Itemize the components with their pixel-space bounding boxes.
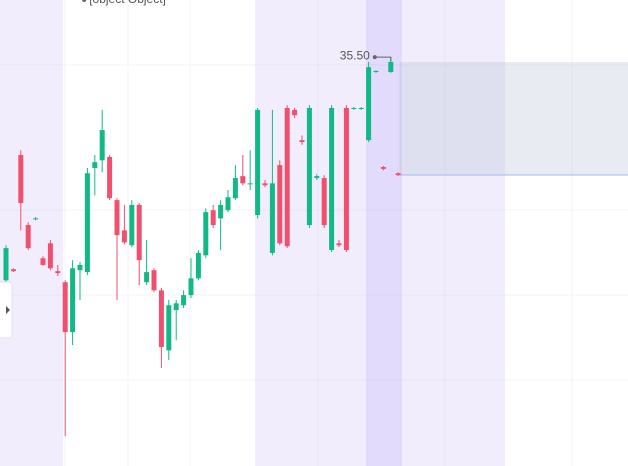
candle-body: [114, 200, 120, 236]
candle-body: [306, 107, 312, 226]
candle-body: [269, 183, 275, 253]
candle-body: [343, 107, 349, 251]
low-label: [object Object]: [89, 0, 166, 6]
candle-body: [33, 218, 39, 220]
candles: [3, 57, 401, 437]
candle-body: [203, 212, 209, 256]
candle-body: [62, 282, 68, 333]
candle-body: [92, 162, 98, 168]
candle-body: [188, 278, 194, 296]
candle-body: [144, 272, 150, 283]
high-label: 35.50: [340, 48, 370, 62]
candle-body: [351, 107, 357, 109]
candle-body: [262, 183, 268, 186]
candle-body: [136, 204, 142, 261]
candle-body: [358, 107, 364, 109]
candle-body: [40, 258, 46, 265]
candle-body: [195, 252, 201, 279]
candle-body: [380, 167, 386, 169]
candle-body: [107, 156, 113, 199]
candle-body: [55, 271, 61, 274]
candle-body: [255, 109, 261, 216]
candle-body: [225, 197, 231, 211]
candle-body: [3, 248, 9, 281]
candle-body: [314, 176, 320, 179]
candle-body: [299, 140, 305, 143]
low-marker-dot: [82, 0, 87, 2]
candle-body: [240, 176, 246, 184]
candle-body: [70, 268, 76, 333]
candle-body: [99, 130, 105, 161]
high-marker-dot: [372, 55, 377, 60]
candle-body: [47, 243, 53, 269]
candle-body: [292, 109, 298, 116]
session-band: [0, 0, 63, 466]
candle-body: [247, 183, 253, 185]
candle-body: [277, 165, 283, 244]
side-handle[interactable]: [0, 281, 13, 339]
candle-body: [181, 295, 187, 306]
candle-body: [158, 290, 164, 347]
candle-body: [151, 270, 157, 291]
candle-body: [388, 61, 394, 72]
drawing-box[interactable]: [400, 62, 628, 175]
candle-body: [321, 178, 327, 226]
candle-body: [218, 204, 224, 219]
high-marker: [374, 56, 392, 62]
candle-body: [336, 243, 342, 246]
candle-body: [232, 178, 238, 199]
candle-body: [366, 67, 372, 141]
candle-body: [77, 264, 83, 271]
candle-body: [173, 303, 179, 311]
candle-body: [210, 210, 216, 226]
candle-body: [284, 107, 290, 247]
candle-body: [121, 230, 127, 243]
candle-body: [166, 305, 172, 351]
candle-body: [25, 225, 31, 249]
candle-body: [129, 204, 135, 246]
candle-body: [84, 173, 90, 273]
candle-body: [395, 173, 401, 176]
candle-body: [373, 71, 379, 73]
session-band-highlight: [366, 0, 402, 466]
session-band: [402, 0, 505, 466]
candle-body: [329, 107, 335, 251]
candle-body: [18, 155, 24, 204]
candle-body: [10, 269, 16, 272]
